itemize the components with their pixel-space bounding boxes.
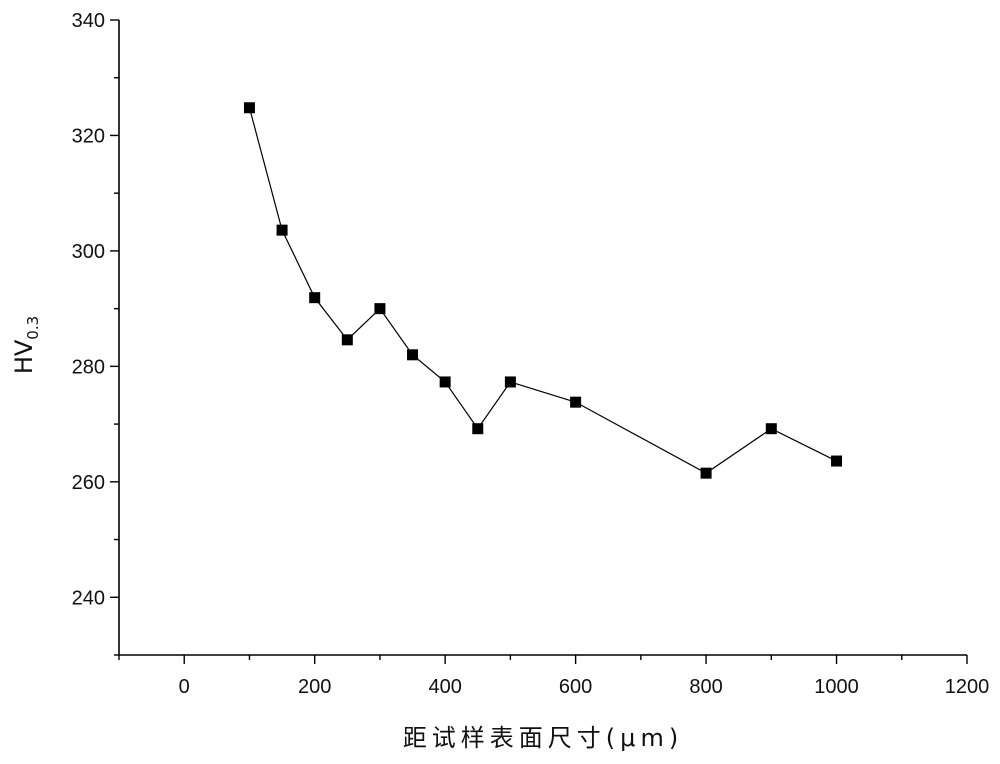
data-point-marker [276, 224, 288, 236]
series-polyline [248, 107, 837, 474]
y-tick-label: 260 [72, 472, 105, 494]
x-tick-label: 600 [559, 676, 592, 698]
data-point-marker [374, 303, 386, 315]
y-axis-title-subscript: 0.3 [24, 316, 42, 340]
x-tick-label: 400 [428, 676, 461, 698]
axes [118, 20, 967, 656]
x-tick-label: 1200 [945, 676, 990, 698]
series-line [248, 107, 837, 474]
data-point-marker [439, 376, 451, 388]
x-tick-label: 800 [689, 676, 722, 698]
data-point-marker [831, 455, 843, 467]
y-tick-label: 320 [72, 125, 105, 147]
y-tick-label: 280 [72, 356, 105, 378]
data-point-marker [472, 423, 484, 435]
series-markers [243, 102, 843, 479]
y-axis-title: HV0.3 [10, 316, 42, 374]
x-tick-label: 1000 [814, 676, 859, 698]
y-tick-label: 240 [72, 587, 105, 609]
data-point-marker [243, 102, 255, 114]
x-tick-label: 200 [298, 676, 331, 698]
data-point-marker [309, 292, 321, 304]
x-axis-ticks: 0 200 400 600 800 1000 1200 [118, 655, 990, 698]
x-tick-label: 0 [179, 676, 190, 698]
data-point-marker [504, 376, 516, 388]
x-axis-title: 距试样表面尺寸(μm) [403, 724, 683, 752]
y-tick-label: 300 [72, 241, 105, 263]
y-axis-title-main: HV [10, 339, 38, 374]
data-point-marker [341, 334, 353, 346]
y-axis-ticks: 240 260 280 300 320 340 [72, 10, 119, 656]
y-tick-label: 340 [72, 10, 105, 32]
data-point-marker [765, 423, 777, 435]
data-point-marker [570, 396, 582, 408]
data-point-marker [407, 349, 419, 361]
data-point-marker [700, 467, 712, 479]
